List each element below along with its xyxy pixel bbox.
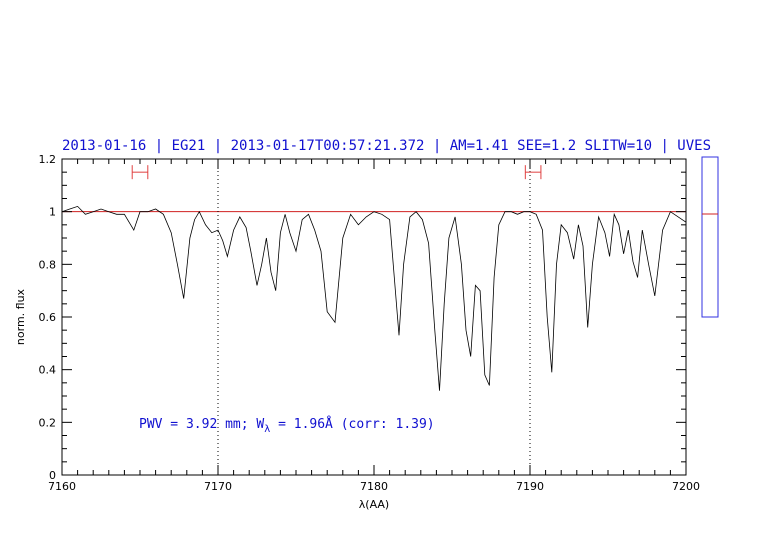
side-panel-frame (701, 156, 719, 318)
annotation-prefix: PWV = 3.92 mm; W (139, 417, 264, 432)
continuum-window-markers (131, 165, 542, 180)
y-axis: 0 0.2 0.4 0.6 0.8 1 1.2 (39, 153, 686, 482)
y-tick-label: 0.8 (39, 258, 57, 271)
annotation-suffix: = 1.96Å (corr: 1.39) (270, 416, 434, 432)
y-tick-label: 0.2 (39, 416, 57, 429)
x-tick-label: 7200 (672, 480, 700, 493)
y-tick-label: 1 (49, 206, 56, 219)
y-tick-label: 0 (49, 469, 56, 482)
chart-title: 2013-01-16 | EG21 | 2013-01-17T00:57:21.… (62, 138, 711, 154)
y-axis-label: norm. flux (14, 288, 27, 345)
annotation-subscript: λ (264, 424, 270, 435)
flux-series-line (61, 205, 687, 391)
y-tick-label: 1.2 (39, 153, 57, 166)
x-tick-label: 7170 (204, 480, 232, 493)
pwv-annotation: PWV = 3.92 mm; Wλ = 1.96Å (corr: 1.39) (139, 416, 435, 435)
x-tick-label: 7160 (48, 480, 76, 493)
y-tick-label: 0.6 (39, 311, 57, 324)
x-axis-label: λ(AA) (359, 498, 389, 511)
y-tick-label: 0.4 (39, 364, 57, 377)
x-tick-label: 7190 (516, 480, 544, 493)
x-axis: 7160 7170 7180 7190 7200 (48, 159, 700, 493)
x-tick-label: 7180 (360, 480, 388, 493)
window-marker-1 (524, 165, 542, 180)
window-marker-0 (131, 165, 149, 180)
